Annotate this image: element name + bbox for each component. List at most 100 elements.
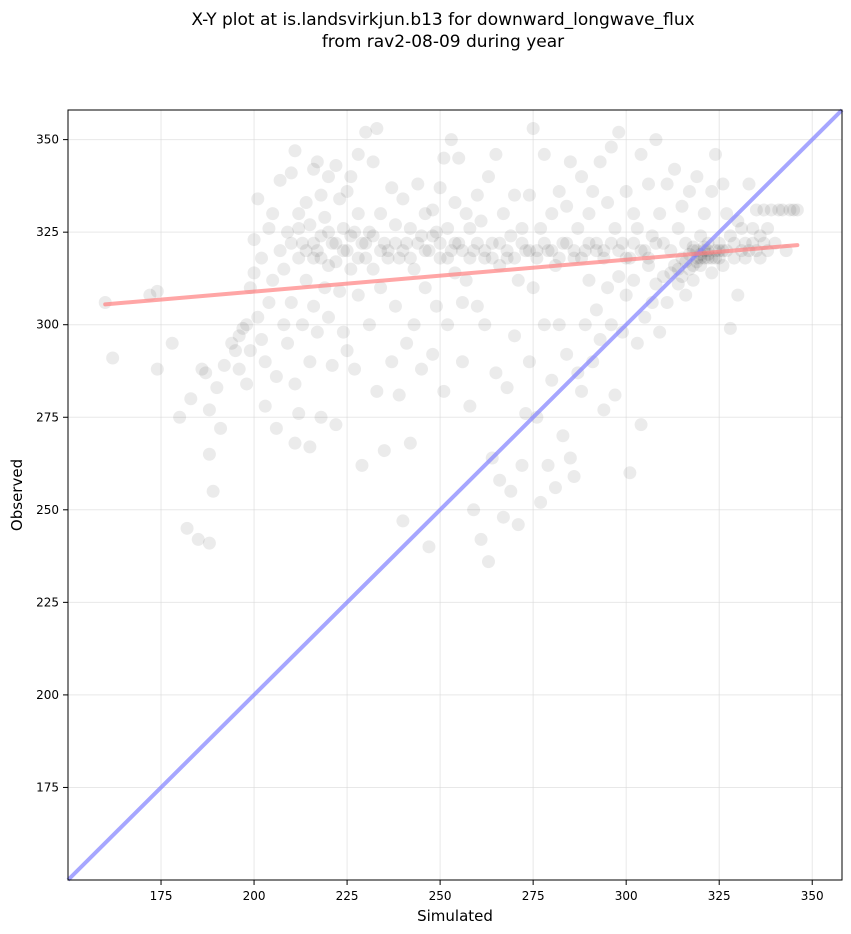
data-point xyxy=(388,299,402,313)
data-point xyxy=(470,299,484,313)
data-point xyxy=(738,251,752,265)
data-point xyxy=(660,177,674,191)
data-point xyxy=(589,236,603,250)
data-point xyxy=(783,203,797,217)
data-point xyxy=(467,244,481,258)
data-point xyxy=(519,244,533,258)
data-point xyxy=(366,229,380,243)
data-point xyxy=(258,399,272,413)
data-point xyxy=(697,207,711,221)
data-point xyxy=(314,410,328,424)
data-point xyxy=(668,258,682,272)
data-point xyxy=(772,203,786,217)
data-point xyxy=(247,266,261,280)
data-point xyxy=(500,244,514,258)
data-point xyxy=(604,236,618,250)
data-point xyxy=(325,236,339,250)
data-point xyxy=(764,203,778,217)
data-point xyxy=(534,221,548,235)
data-point xyxy=(496,207,510,221)
x-axis-label: Simulated xyxy=(417,907,493,925)
data-point xyxy=(500,251,514,265)
data-point xyxy=(206,484,220,498)
data-point xyxy=(504,484,518,498)
data-point xyxy=(649,277,663,291)
data-point xyxy=(321,170,335,184)
data-point xyxy=(403,221,417,235)
data-point xyxy=(508,188,522,202)
data-point xyxy=(303,355,317,369)
data-point xyxy=(541,244,555,258)
data-point xyxy=(359,125,373,139)
data-point xyxy=(705,266,719,280)
data-point xyxy=(619,288,633,302)
data-point xyxy=(370,384,384,398)
data-point xyxy=(429,225,443,239)
data-point xyxy=(612,125,626,139)
data-point xyxy=(269,421,283,435)
data-point xyxy=(284,166,298,180)
y-tick-label: 200 xyxy=(36,688,59,702)
data-point xyxy=(597,403,611,417)
data-point xyxy=(485,236,499,250)
data-point xyxy=(437,151,451,165)
data-point xyxy=(273,173,287,187)
data-point xyxy=(329,255,343,269)
data-point xyxy=(508,251,522,265)
data-point xyxy=(619,184,633,198)
data-point xyxy=(638,244,652,258)
data-point xyxy=(548,481,562,495)
x-tick-label: 200 xyxy=(243,889,266,903)
data-point xyxy=(344,229,358,243)
data-point xyxy=(310,325,324,339)
data-point xyxy=(753,229,767,243)
data-point xyxy=(545,373,559,387)
data-point xyxy=(638,310,652,324)
data-point xyxy=(575,170,589,184)
data-point xyxy=(433,251,447,265)
y-tick-label: 175 xyxy=(36,780,59,794)
data-point xyxy=(374,281,388,295)
data-point xyxy=(601,281,615,295)
data-point xyxy=(489,147,503,161)
data-point xyxy=(217,358,231,372)
data-point xyxy=(359,236,373,250)
identity-line xyxy=(66,108,844,882)
data-point xyxy=(642,177,655,191)
data-point xyxy=(746,236,760,250)
data-point xyxy=(601,196,615,210)
data-point xyxy=(496,510,510,524)
data-point xyxy=(787,203,801,217)
y-tick-label: 300 xyxy=(36,318,59,332)
data-point xyxy=(437,384,451,398)
data-point xyxy=(790,203,804,217)
data-point xyxy=(593,155,607,169)
data-point xyxy=(522,188,536,202)
data-point xyxy=(563,155,577,169)
data-point xyxy=(251,310,265,324)
data-point xyxy=(381,251,395,265)
data-point xyxy=(623,466,637,480)
data-point xyxy=(727,236,741,250)
data-point xyxy=(478,251,492,265)
data-point xyxy=(682,184,696,198)
data-point xyxy=(723,321,737,335)
data-point xyxy=(720,207,734,221)
data-point xyxy=(686,240,700,254)
data-point xyxy=(761,221,775,235)
data-point xyxy=(333,192,347,206)
data-point xyxy=(656,270,670,284)
data-point xyxy=(385,181,399,195)
data-point xyxy=(329,418,343,432)
data-point xyxy=(679,236,693,250)
data-point xyxy=(307,251,321,265)
data-point xyxy=(426,229,440,243)
data-point xyxy=(184,392,198,406)
data-point xyxy=(396,514,410,528)
data-point xyxy=(634,147,648,161)
data-point xyxy=(571,221,585,235)
data-point xyxy=(545,207,559,221)
data-point xyxy=(645,229,659,243)
data-point xyxy=(738,236,752,250)
data-point xyxy=(277,262,291,276)
